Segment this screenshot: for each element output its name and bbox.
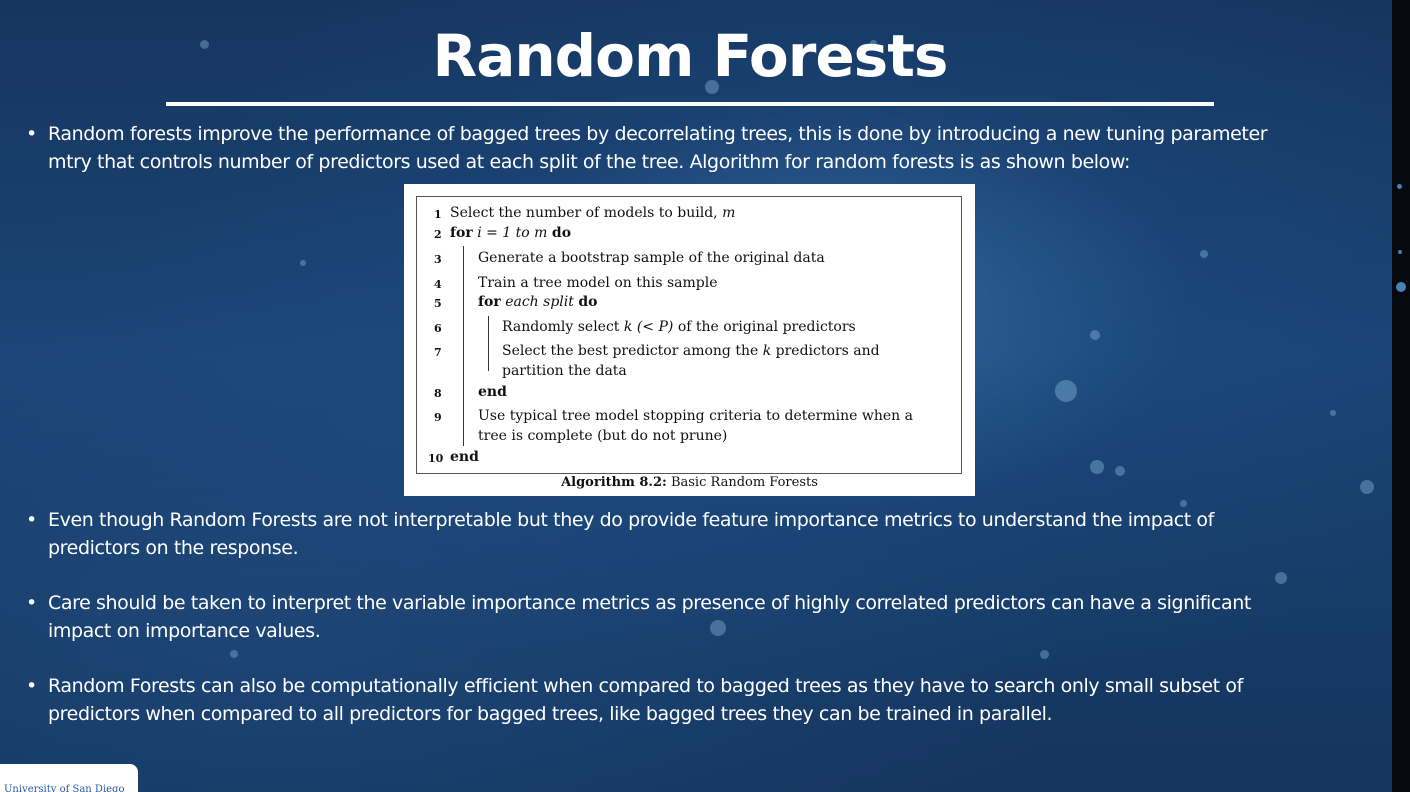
algo-line: Use typical tree model stopping criteria…: [478, 408, 913, 424]
bullet-item: • Random forests improve the performance…: [26, 120, 1346, 176]
bokeh-dot: [300, 260, 306, 266]
bokeh-dot: [1115, 466, 1125, 476]
bullet-item: • Even though Random Forests are not int…: [26, 506, 1346, 562]
line-number: 6: [434, 322, 442, 335]
bokeh-dot: [1180, 500, 1187, 507]
bullet-line: predictors on the response.: [48, 537, 299, 559]
bullet-line: mtry that controls number of predictors …: [48, 151, 1130, 173]
strip-dot: [1396, 282, 1406, 292]
bokeh-dot: [1090, 460, 1104, 474]
line-number: 10: [428, 452, 444, 465]
algo-line: Train a tree model on this sample: [478, 275, 718, 291]
bokeh-dot: [230, 650, 238, 658]
strip-dot: [1398, 250, 1402, 254]
line-number: 5: [434, 297, 442, 310]
bullet-line: Care should be taken to interpret the va…: [48, 592, 1251, 614]
bokeh-dot: [1330, 410, 1336, 416]
line-number: 4: [434, 278, 442, 291]
bullet-line: Random forests improve the performance o…: [48, 123, 1268, 145]
algo-line: Randomly select k (< P) of the original …: [502, 319, 856, 335]
bokeh-dot: [870, 40, 877, 47]
bullet-dot: •: [26, 509, 38, 531]
bullet-line: Random Forests can also be computational…: [48, 675, 1243, 697]
logo-text: University of San Diego: [4, 784, 125, 792]
loop-indent-bar: [463, 246, 464, 446]
right-edge-strip: [1392, 0, 1410, 792]
bokeh-dot: [705, 80, 719, 94]
algorithm-figure: 1 Select the number of models to build, …: [404, 184, 975, 496]
bullet-line: Even though Random Forests are not inter…: [48, 509, 1214, 531]
algorithm-frame: [416, 196, 962, 474]
algorithm-listing: 1 Select the number of models to build, …: [404, 184, 975, 496]
algo-line: Select the number of models to build, m: [450, 205, 736, 221]
slide-title: Random Forests: [432, 22, 949, 90]
bokeh-dot: [200, 40, 209, 49]
bokeh-dot: [1055, 380, 1077, 402]
bokeh-dot: [1090, 330, 1100, 340]
bullet-item: • Random Forests can also be computation…: [26, 672, 1346, 728]
line-number: 3: [434, 253, 442, 266]
university-logo: University of San Diego: [0, 764, 138, 792]
algo-line: Select the best predictor among the k pr…: [502, 343, 880, 359]
bullet-dot: •: [26, 592, 38, 614]
bullet-line: predictors when compared to all predicto…: [48, 703, 1053, 725]
bokeh-dot: [1360, 480, 1374, 494]
algo-line: for each split do: [478, 294, 598, 310]
algo-line: for i = 1 to m do: [450, 225, 572, 241]
bokeh-dot: [1200, 250, 1208, 258]
line-number: 9: [434, 411, 442, 424]
line-number: 7: [434, 346, 442, 359]
line-number: 8: [434, 387, 442, 400]
algorithm-caption: Algorithm 8.2: Basic Random Forests: [561, 475, 818, 490]
algo-line: Generate a bootstrap sample of the origi…: [478, 250, 825, 266]
bullet-item: • Care should be taken to interpret the …: [26, 589, 1346, 645]
bullet-dot: •: [26, 123, 38, 145]
bullet-dot: •: [26, 675, 38, 697]
line-number: 1: [434, 208, 442, 221]
line-number: 2: [434, 228, 442, 241]
inner-loop-indent-bar: [488, 316, 489, 371]
algo-line-continuation: partition the data: [502, 363, 627, 379]
title-underline: [166, 102, 1214, 106]
algo-line: end: [450, 449, 479, 465]
bokeh-dot: [710, 620, 726, 636]
bokeh-dot: [1040, 650, 1049, 659]
strip-dot: [1397, 184, 1402, 189]
algo-line: end: [478, 384, 507, 400]
bokeh-dot: [1275, 572, 1287, 584]
bullet-line: impact on importance values.: [48, 620, 321, 642]
algo-line-continuation: tree is complete (but do not prune): [478, 428, 728, 444]
